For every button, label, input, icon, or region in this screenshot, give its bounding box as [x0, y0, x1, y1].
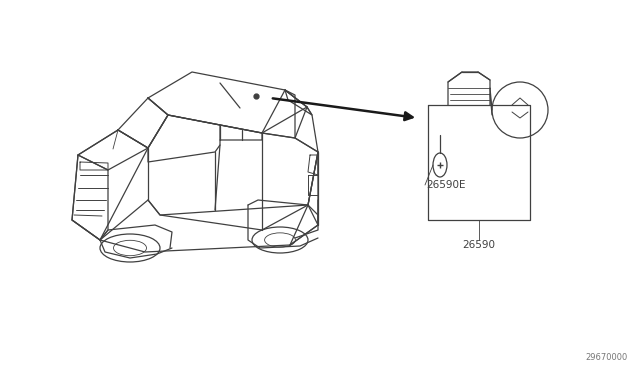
Text: 26590: 26590: [463, 240, 495, 250]
Text: 29670000: 29670000: [586, 353, 628, 362]
Text: 26590E: 26590E: [426, 180, 465, 190]
